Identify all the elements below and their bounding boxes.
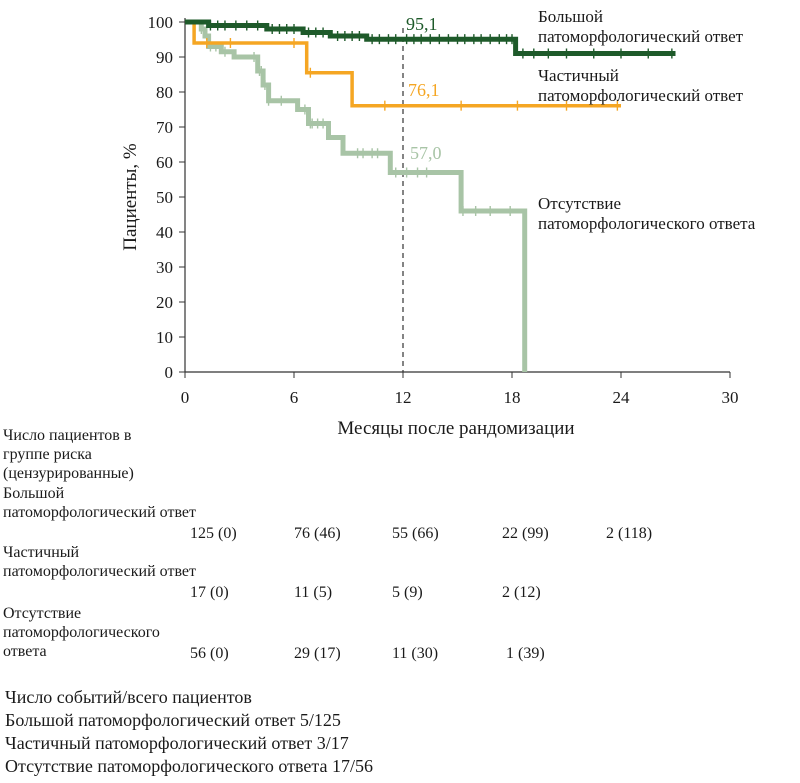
x-axis-label: Месяцы после рандомизации [337,418,574,439]
km-series-line [185,19,528,372]
risk-table-title: Число пациентов в группе риска (цензурир… [3,427,134,482]
risk-value: 1 (39) [506,645,545,662]
y-tick-label: 10 [156,328,173,347]
value-label-12-months: 95,1 [406,14,438,34]
events-line-major: Большой патоморфологический ответ 5/125 [5,710,341,730]
legend-partial-line2: патоморфологический ответ [538,86,744,105]
x-tick-label: 18 [504,388,521,407]
y-axis-label: Пациенты, % [120,143,141,251]
axes: 0 10 20 30 40 50 60 70 80 90 100 0 6 12 18 24 30 [148,13,739,407]
y-tick-label: 70 [156,118,173,137]
risk-value: 17 (0) [190,584,229,601]
y-tick-label: 30 [156,258,173,277]
x-tick-label: 0 [181,388,190,407]
x-tick-label: 30 [722,388,739,407]
legend-major-line1: Большой [538,7,603,26]
legend-major-line2: патоморфологический ответ [538,27,744,46]
legend-major: Большой патоморфологический ответ [538,7,743,47]
legend-none: Отсутствие патоморфологического ответа [538,194,755,234]
risk-value: 125 (0) [190,525,237,542]
legend-partial-line1: Частичный [538,66,619,85]
risk-value: 11 (30) [392,645,439,662]
risk-value: 11 (5) [294,584,333,601]
risk-value: 56 (0) [190,645,229,662]
events-title: Число событий/всего пациентов [5,687,252,707]
events-line-none: Отсутствие патоморфологического ответа 1… [5,756,373,776]
y-tick-label: 40 [156,223,173,242]
y-tick-label: 50 [156,188,173,207]
y-tick-label: 20 [156,293,173,312]
value-label-12-months: 76,1 [408,80,440,100]
risk-value: 2 (12) [502,584,541,601]
x-tick-label: 12 [395,388,412,407]
legend-none-line1: Отсутствие [538,194,622,213]
x-tick-label: 6 [290,388,299,407]
risk-value: 22 (99) [502,525,549,542]
risk-row-label-major: Большой патоморфологический ответ [3,485,196,521]
events-line-partial: Частичный патоморфологический ответ 3/17 [5,733,349,753]
risk-value: 76 (46) [294,525,341,542]
series-group: 95,1 76,1 57,0 [185,14,676,372]
km-series-line [185,20,621,108]
x-tick-label: 24 [613,388,631,407]
risk-value: 5 (9) [392,584,423,601]
km-chart: 0 10 20 30 40 50 60 70 80 90 100 0 6 12 18 24 30 95,1 76,… [120,13,739,439]
legend-partial: Частичный патоморфологический ответ [538,66,743,106]
risk-row-label-none: Отсутствие патоморфологического ответа [3,605,160,660]
y-tick-label: 90 [156,48,173,67]
risk-value: 29 (17) [294,645,341,662]
y-tick-label: 0 [165,363,174,382]
y-tick-label: 60 [156,153,173,172]
risk-row-label-partial: Частичный патоморфологический ответ [3,544,196,580]
risk-value: 55 (66) [392,525,439,542]
legend-none-line2: патоморфологического ответа [538,214,756,233]
value-label-12-months: 57,0 [410,143,442,163]
risk-value: 2 (118) [606,525,653,542]
y-tick-label: 100 [148,13,174,32]
y-tick-label: 80 [156,83,173,102]
